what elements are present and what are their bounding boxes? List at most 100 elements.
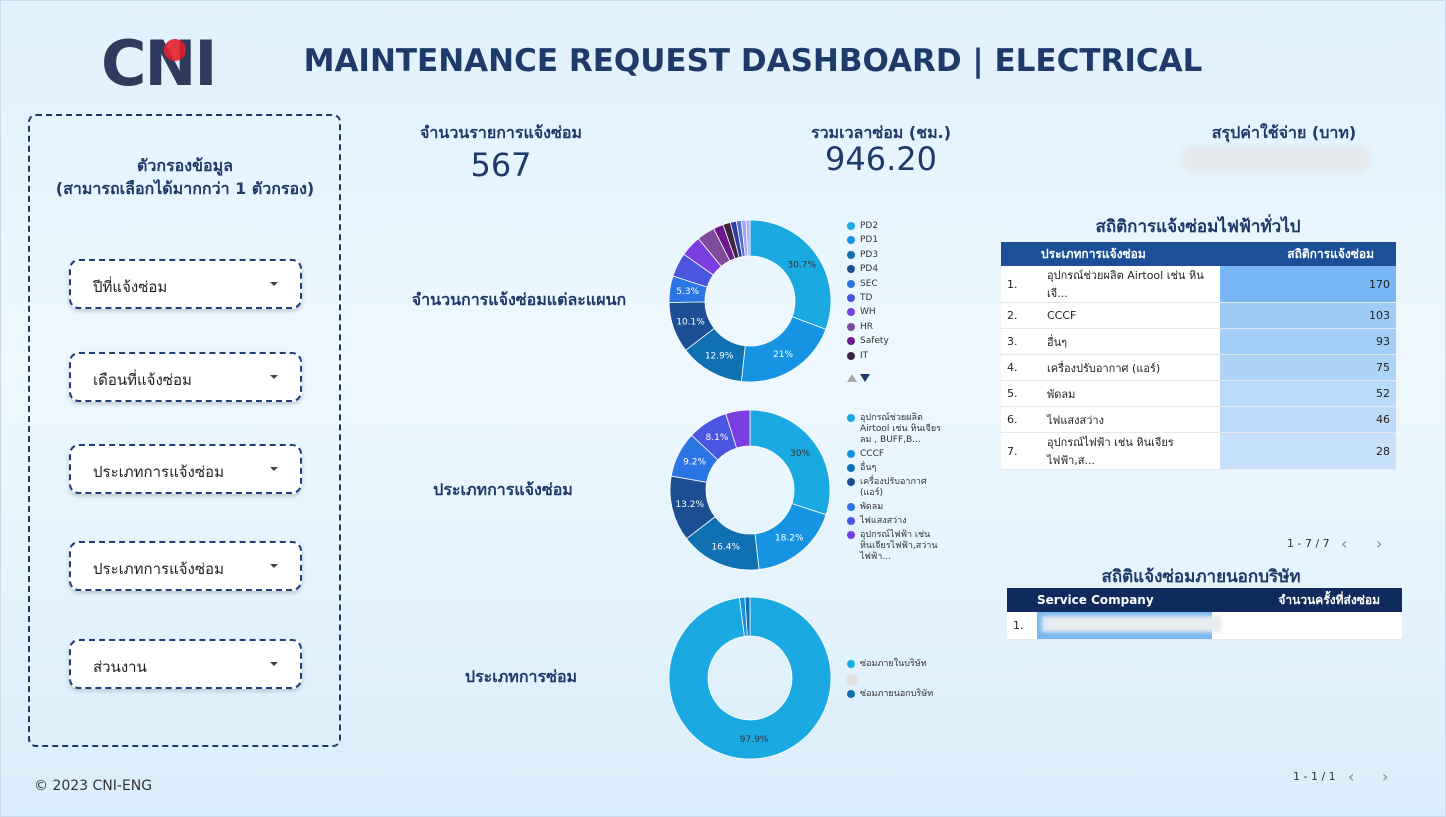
footer: © 2023 CNI-ENG [34,778,153,794]
filter-dropdown[interactable]: ส่วนงาน [69,639,302,689]
pagination: 1 - 1 / 1 [1293,770,1336,783]
dashboard-title: MAINTENANCE REQUEST DASHBOARD | ELECTRIC… [303,43,1203,79]
table-row: 5. พัดลม 52 [1001,380,1396,407]
logo: CNI [101,27,217,100]
legend-label: CCCF [860,449,885,459]
legend-item: SEC [847,279,942,290]
legend-label: PD1 [860,235,879,246]
pie-slice [744,596,751,637]
filter-dropdown[interactable]: ประเภทการแจ้งซ่อม [69,541,302,591]
filter-label: ประเภทการแจ้งซ่อม [93,560,224,578]
table-title: สถิติแจ้งซ่อมภายนอกบริษัท [1101,567,1301,587]
dropdown-caret [270,282,278,290]
text-cell: อุปกรณ์ไฟฟ้า เช่น หินเจียรไฟฟ้า,ส... [1041,432,1220,470]
header-cell: สถิติการแจ้งซ่อม [1220,242,1396,266]
legend-swatch [847,322,855,331]
legend-label: WH [860,307,876,318]
text-cell: 3. [1001,328,1041,355]
text-cell: 1. [1001,266,1041,303]
legend-item: เครื่องปรับอากาศ (แอร์) [847,477,942,499]
filter-label: ปีที่แจ้งซ่อม [93,278,168,296]
legend-swatch [847,414,855,422]
slice-label: 30.7% [787,261,816,271]
legend-swatch [847,308,855,317]
table-title: สถิติการแจ้งซ่อมไฟฟ้าทั่วไป [1095,217,1301,237]
legend-label: เครื่องปรับอากาศ (แอร์) [860,477,927,498]
next-page[interactable]: › [1376,534,1383,553]
table-row: 4. เครื่องปรับอากาศ (แอร์) 75 [1001,354,1396,381]
legend-label: IT [860,350,869,361]
kpi-label: รวมเวลาซ่อม (ชม.) [810,123,952,142]
header-row: Service Company จำนวนครั้งที่ส่งซ่อม [1007,588,1402,612]
legend-swatch [847,222,855,230]
pie-slice [668,596,832,760]
legend-item: อื่นๆ [847,463,942,474]
legend-item: WH [847,307,942,318]
legend-label: Safety [860,336,889,347]
dropdown-caret [270,467,278,475]
prev-page[interactable]: ‹ [1348,767,1355,786]
header-cell [1007,588,1037,612]
legend-label: PD3 [860,249,879,260]
value-cell: 93 [1220,328,1396,355]
legend-item: Safety [847,336,942,347]
table-row: 3. อื่นๆ 93 [1001,328,1396,355]
legend-down[interactable] [860,374,870,382]
legend-item: IT [847,351,942,362]
legend-item: ซ่อมภายในบริษัท [847,659,942,670]
filter-label: ส่วนงาน [93,658,147,676]
legend-swatch [847,531,855,539]
legend-up[interactable] [847,374,857,382]
dropdown-caret [270,375,278,383]
header-cell [1001,242,1041,266]
header-row: ประเภทการแจ้งซ่อม สถิติการแจ้งซ่อม [1001,242,1396,266]
value-cell: 28 [1220,432,1396,470]
header-cell: Service Company [1037,588,1212,612]
prev-page[interactable]: ‹ [1341,534,1348,553]
next-page[interactable]: › [1382,767,1389,786]
filter-dropdown[interactable]: ปีที่แจ้งซ่อม [69,259,302,309]
legend-item: ซ่อมภายนอกบริษัท [847,689,942,700]
text-cell: 4. [1001,354,1041,381]
legend-swatch [847,279,855,288]
filter-panel [28,114,341,747]
legend-item: อุปกรณ์ช่วยผลิต Airtool เช่น หินเจียรลม … [847,413,942,446]
legend-label: ซ่อมภายนอกบริษัท [860,689,934,699]
text-cell: 1. [1007,612,1037,640]
table-row: 1. อุปกรณ์ช่วยผลิต Airtool เช่น หินเจี...… [1001,266,1396,303]
legend-label: TD [860,293,873,303]
text-cell: พัดลม [1041,380,1220,407]
legend-swatch [847,517,855,525]
legend-item: CCCF [847,449,942,460]
table-row: 7. อุปกรณ์ไฟฟ้า เช่น หินเจียรไฟฟ้า,ส... 28 [1001,432,1396,470]
legend-item: HR [847,322,942,333]
pie-slice [745,219,751,257]
filter-dropdown[interactable]: เดือนที่แจ้งซ่อม [69,352,302,402]
chart-title: ประเภทการแจ้งซ่อม [433,480,573,499]
chart-title: ประเภทการซ่อม [464,667,578,686]
filter-label: เดือนที่แจ้งซ่อม [93,371,192,389]
pie-slice [749,219,832,330]
kpi-value: 946.20 [825,140,937,178]
filter-dropdown[interactable]: ประเภทการแจ้งซ่อม [69,444,302,494]
slice-label: 9.2% [683,458,706,468]
legend-swatch [847,337,855,346]
legend-item: PD3 [847,250,942,261]
legend-item: PD4 [847,264,942,275]
legend-item: TD [847,293,942,304]
header-cell: จำนวนครั้งที่ส่งซ่อม [1212,588,1402,612]
text-cell: เครื่องปรับอากาศ (แอร์) [1041,354,1220,381]
redacted-legend [847,675,857,685]
legend-label: อุปกรณ์ช่วยผลิต Airtool เช่น หินเจียรลม … [860,413,941,445]
slice-label: 30% [790,449,810,459]
pie-slice [725,409,751,449]
value-cell: 52 [1220,380,1396,407]
chart-title: จำนวนการแจ้งซ่อมแต่ละแผนก [411,290,627,309]
kpi-value: 567 [470,146,532,184]
text-cell: 6. [1001,406,1041,433]
filter-subtitle: (สามารถเลือกได้มากกว่า 1 ตัวกรอง) [55,179,315,198]
slice-label: 18.2% [775,534,804,544]
redacted-company [1042,616,1222,632]
text-cell: CCCF [1041,302,1220,329]
